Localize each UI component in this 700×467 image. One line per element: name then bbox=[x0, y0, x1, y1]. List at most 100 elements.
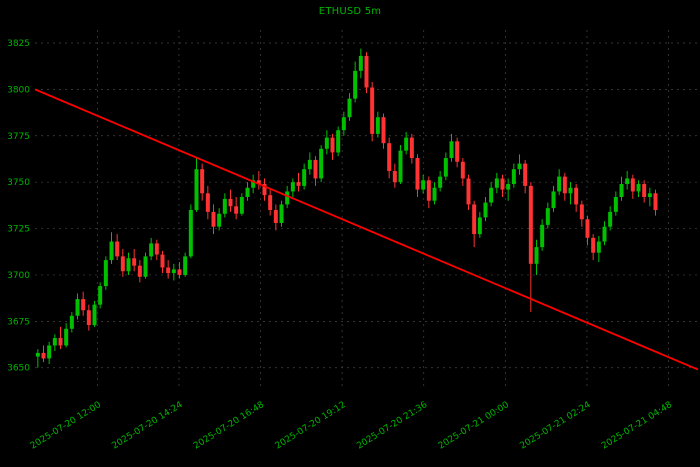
candle-body bbox=[166, 267, 171, 274]
candle-body bbox=[120, 256, 125, 272]
candle-body bbox=[251, 180, 256, 188]
y-tick-label: 3750 bbox=[7, 178, 30, 188]
candle-body bbox=[52, 338, 57, 346]
candle-body bbox=[653, 193, 658, 210]
candle-body bbox=[477, 217, 482, 235]
candle-body bbox=[171, 269, 176, 274]
x-tick-label: 2025-07-21 02:24 bbox=[518, 400, 592, 452]
candle-body bbox=[222, 198, 227, 214]
candle-body bbox=[630, 178, 635, 192]
candle-body bbox=[387, 143, 392, 172]
candle-body bbox=[47, 345, 52, 359]
candle-body bbox=[574, 187, 579, 205]
candle-body bbox=[69, 315, 74, 329]
candle-body bbox=[211, 211, 216, 227]
candle-body bbox=[438, 176, 443, 188]
candle-body bbox=[324, 137, 329, 149]
candle-body bbox=[143, 256, 148, 277]
x-tick-label: 2025-07-20 14:24 bbox=[110, 400, 184, 452]
candle-body bbox=[489, 187, 494, 203]
candle-body bbox=[506, 184, 511, 190]
candle-body bbox=[149, 243, 154, 257]
candle-body bbox=[115, 241, 120, 257]
candle-body bbox=[364, 55, 369, 88]
candle-body bbox=[205, 193, 210, 212]
candle-body bbox=[494, 178, 499, 188]
candle-body bbox=[557, 176, 562, 192]
candle-body bbox=[347, 98, 352, 118]
candle-body bbox=[98, 286, 103, 305]
candle-body bbox=[137, 265, 142, 277]
candle-body bbox=[370, 87, 375, 134]
x-tick-label: 2025-07-20 12:00 bbox=[29, 400, 103, 452]
candle-body bbox=[313, 159, 318, 179]
candle-body bbox=[75, 299, 80, 316]
candle-body bbox=[545, 208, 550, 225]
candle-body bbox=[398, 150, 403, 183]
chart-title: ETHUSD 5m bbox=[318, 6, 382, 17]
candle-body bbox=[528, 185, 533, 264]
candle-body bbox=[341, 117, 346, 131]
candle-body bbox=[285, 191, 290, 205]
candle-body bbox=[183, 256, 188, 275]
candle-body bbox=[449, 141, 454, 159]
candle-body bbox=[613, 197, 618, 212]
candle-body bbox=[551, 191, 556, 209]
candle-body bbox=[585, 219, 590, 238]
y-tick-label: 3675 bbox=[7, 317, 30, 327]
candle-body bbox=[415, 158, 420, 190]
candle-body bbox=[381, 117, 386, 144]
candle-body bbox=[290, 182, 295, 192]
y-tick-label: 3700 bbox=[7, 271, 30, 281]
candle-body bbox=[177, 269, 182, 275]
candle-body bbox=[92, 304, 97, 326]
candle-body bbox=[188, 210, 193, 257]
candle-body bbox=[625, 178, 630, 185]
candle-body bbox=[511, 169, 516, 185]
candle-body bbox=[619, 184, 624, 198]
candle-body bbox=[262, 184, 267, 196]
candle-body bbox=[273, 210, 278, 223]
candle-body bbox=[81, 299, 86, 311]
x-tick-label: 2025-07-21 00:00 bbox=[437, 400, 511, 452]
x-tick-label: 2025-07-21 04:48 bbox=[600, 400, 674, 452]
candle-body bbox=[409, 137, 414, 159]
candle-body bbox=[256, 180, 261, 185]
candle-body bbox=[194, 169, 199, 210]
candle-body bbox=[200, 169, 205, 194]
candle-body bbox=[421, 180, 426, 190]
trendline bbox=[34, 88, 699, 371]
candle-body bbox=[466, 178, 471, 205]
candle-body bbox=[443, 158, 448, 177]
candle-body bbox=[523, 163, 528, 186]
candle-body bbox=[562, 176, 567, 194]
candle-body bbox=[460, 161, 465, 179]
candle-body bbox=[319, 148, 324, 179]
candle-body bbox=[540, 224, 545, 248]
candle-body bbox=[483, 202, 488, 218]
candle-body bbox=[534, 247, 539, 264]
candle-body bbox=[268, 195, 273, 210]
candle-body bbox=[568, 187, 573, 194]
y-tick-label: 3825 bbox=[7, 39, 30, 49]
candle-body bbox=[228, 198, 233, 207]
y-tick-label: 3800 bbox=[7, 85, 30, 95]
candle-body bbox=[103, 260, 108, 287]
candle-body bbox=[296, 182, 301, 186]
candle-body bbox=[41, 352, 46, 359]
y-tick-label: 3775 bbox=[7, 132, 30, 142]
candle-body bbox=[375, 117, 380, 134]
x-tick-label: 2025-07-20 21:36 bbox=[355, 400, 429, 452]
candle-body bbox=[642, 184, 647, 198]
candle-body bbox=[392, 171, 397, 183]
candle-body bbox=[591, 237, 596, 253]
candle-body bbox=[58, 338, 63, 346]
candle-body bbox=[472, 204, 477, 235]
candle-body bbox=[154, 243, 159, 255]
candle-body bbox=[109, 241, 114, 261]
candle-body bbox=[426, 180, 431, 201]
candle-body bbox=[132, 258, 137, 266]
candle-body bbox=[239, 197, 244, 214]
candle-body bbox=[353, 70, 358, 99]
candle-body bbox=[302, 169, 307, 186]
